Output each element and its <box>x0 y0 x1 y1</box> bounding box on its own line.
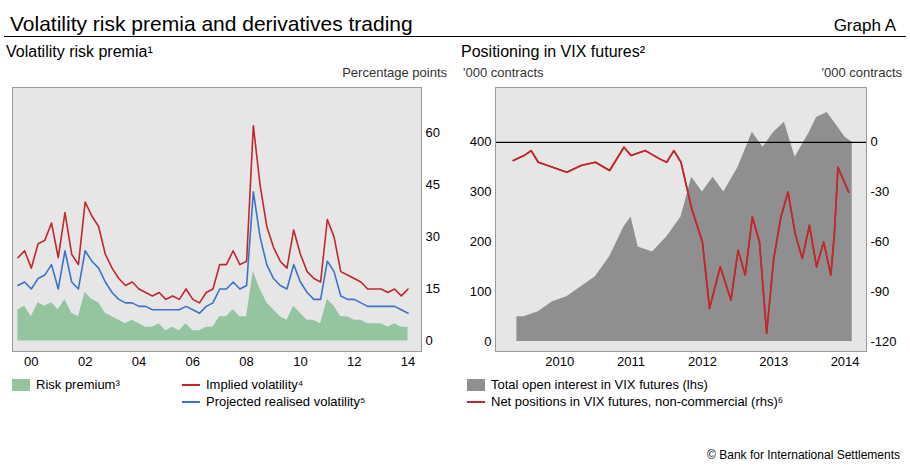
svg-text:2012: 2012 <box>688 354 717 369</box>
svg-text:10: 10 <box>293 354 307 369</box>
svg-text:14: 14 <box>401 354 415 369</box>
html-text:Percentage points: Percentage points <box>342 65 447 80</box>
html-text:'000 contracts: '000 contracts <box>463 65 544 80</box>
svg-text:-30: -30 <box>871 184 890 199</box>
html-text:Total open interest in VIX fut: Total open interest in VIX futures (lhs) <box>491 377 708 392</box>
svg-text:0: 0 <box>484 334 491 349</box>
svg-text:100: 100 <box>470 284 492 299</box>
svg-text:60: 60 <box>426 125 440 140</box>
svg-text:200: 200 <box>470 234 492 249</box>
svg-text:06: 06 <box>186 354 200 369</box>
svg-text:04: 04 <box>132 354 146 369</box>
svg-text:-60: -60 <box>871 234 890 249</box>
svg-text:12: 12 <box>347 354 361 369</box>
html-text:Volatility risk premia and der: Volatility risk premia and derivatives t… <box>10 12 413 35</box>
html-text:Graph A: Graph A <box>833 16 896 35</box>
html-text:© Bank for International Settl: © Bank for International Settlements <box>707 448 900 462</box>
svg-text:0: 0 <box>426 333 433 348</box>
svg-text:30: 30 <box>426 229 440 244</box>
svg-text:2010: 2010 <box>545 354 574 369</box>
html-text:Positioning in VIX futures²: Positioning in VIX futures² <box>461 43 646 60</box>
svg-text:300: 300 <box>470 184 492 199</box>
svg-text:-90: -90 <box>871 284 890 299</box>
svg-text:-120: -120 <box>871 334 897 349</box>
svg-text:08: 08 <box>239 354 253 369</box>
html-text:'000 contracts: '000 contracts <box>821 65 902 80</box>
svg-text:02: 02 <box>78 354 92 369</box>
html-text:Risk premium³: Risk premium³ <box>36 377 120 392</box>
svg-text:2011: 2011 <box>617 354 645 369</box>
svg-text:45: 45 <box>426 177 440 192</box>
svg-text:400: 400 <box>470 134 492 149</box>
html-text:Implied volatility⁴: Implied volatility⁴ <box>206 377 304 392</box>
svg-text:2014: 2014 <box>831 354 860 369</box>
svg-text:0: 0 <box>871 134 878 149</box>
svg-text:00: 00 <box>24 354 38 369</box>
html-text:Net positions in VIX futures,: Net positions in VIX futures, non-commer… <box>491 394 784 409</box>
svg-text:15: 15 <box>426 281 440 296</box>
html-text:Volatility risk premia¹: Volatility risk premia¹ <box>6 43 153 60</box>
html-text:Projected realised volatility⁵: Projected realised volatility⁵ <box>206 394 366 409</box>
svg-text:2013: 2013 <box>759 354 788 369</box>
